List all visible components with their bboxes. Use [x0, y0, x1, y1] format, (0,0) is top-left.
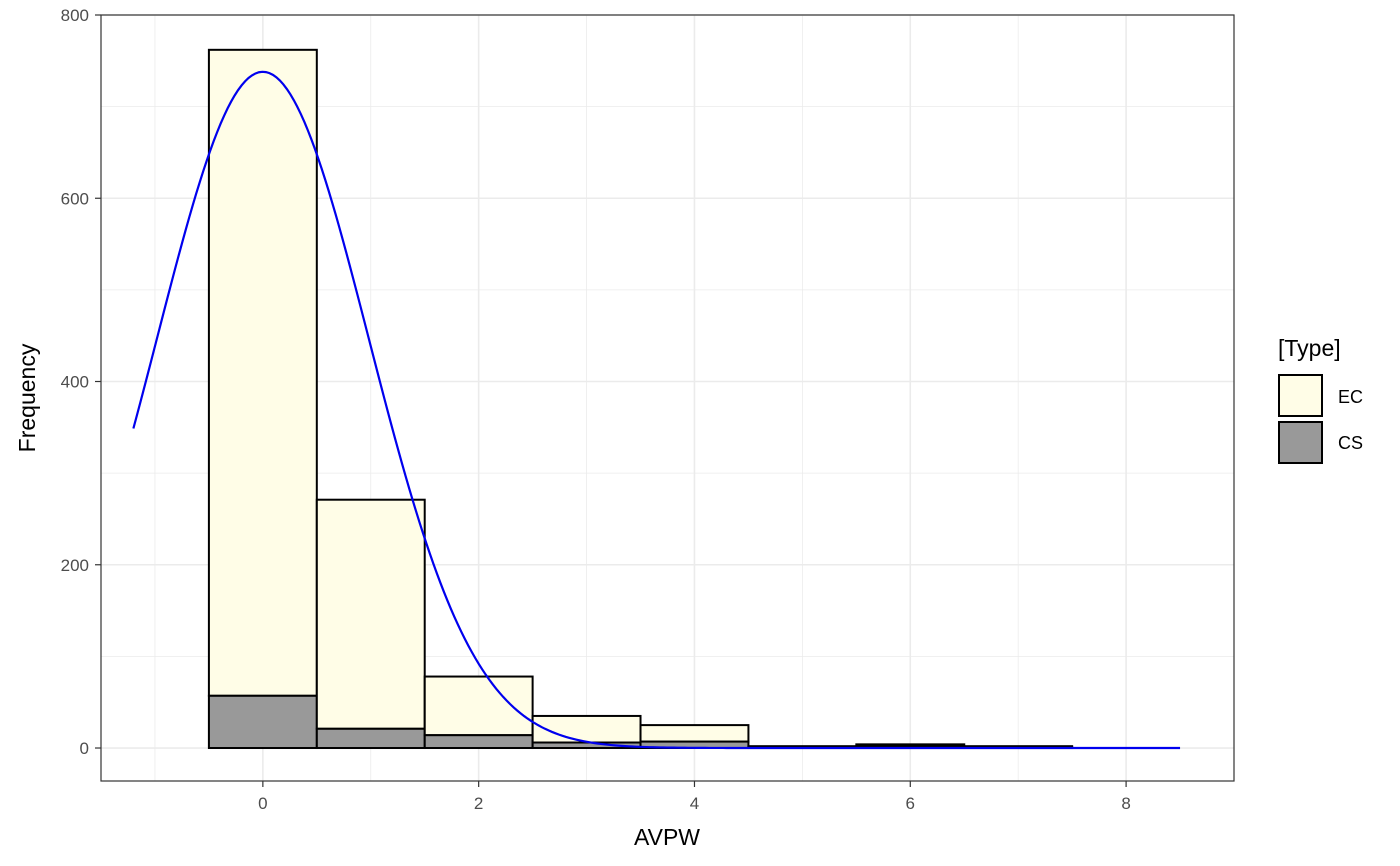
density-curve-group [132, 70, 1181, 750]
bar-ec-1 [315, 498, 426, 730]
panel-border [100, 14, 1235, 782]
x-tick-label: 8 [1121, 794, 1130, 813]
x-tick-label: 2 [474, 794, 483, 813]
y-tick-label: 200 [61, 556, 89, 575]
x-axis-title: AVPW [634, 824, 700, 850]
x-tick-label: 6 [906, 794, 915, 813]
y-tick-label: 400 [61, 373, 89, 392]
legend-key-ec [1278, 374, 1323, 417]
bar-ec-3 [531, 714, 642, 744]
bar-ec-2 [423, 675, 534, 737]
legend-key-cs [1278, 421, 1323, 464]
bar-cs-2 [423, 734, 534, 750]
x-tick-label: 4 [690, 794, 699, 813]
x-tick-label: 0 [258, 794, 267, 813]
density-curve [132, 70, 1181, 750]
axes: 0 2 4 6 8 0 200 400 600 800 [61, 6, 1131, 813]
legend-title: [Type] [1278, 335, 1341, 361]
legend-label-ec: EC [1338, 387, 1363, 407]
bar-ec-4 [639, 724, 750, 743]
y-tick-label: 600 [61, 189, 89, 208]
y-tick-label: 0 [80, 739, 89, 758]
histogram-bars [207, 48, 1074, 750]
y-tick-label: 800 [61, 6, 89, 25]
bar-ec-0 [207, 48, 318, 697]
legend: [Type] EC CS [1278, 335, 1363, 464]
bar-cs-1 [315, 727, 426, 750]
y-axis-title: Frequency [14, 343, 40, 452]
legend-label-cs: CS [1338, 433, 1363, 453]
bar-cs-0 [207, 694, 318, 750]
